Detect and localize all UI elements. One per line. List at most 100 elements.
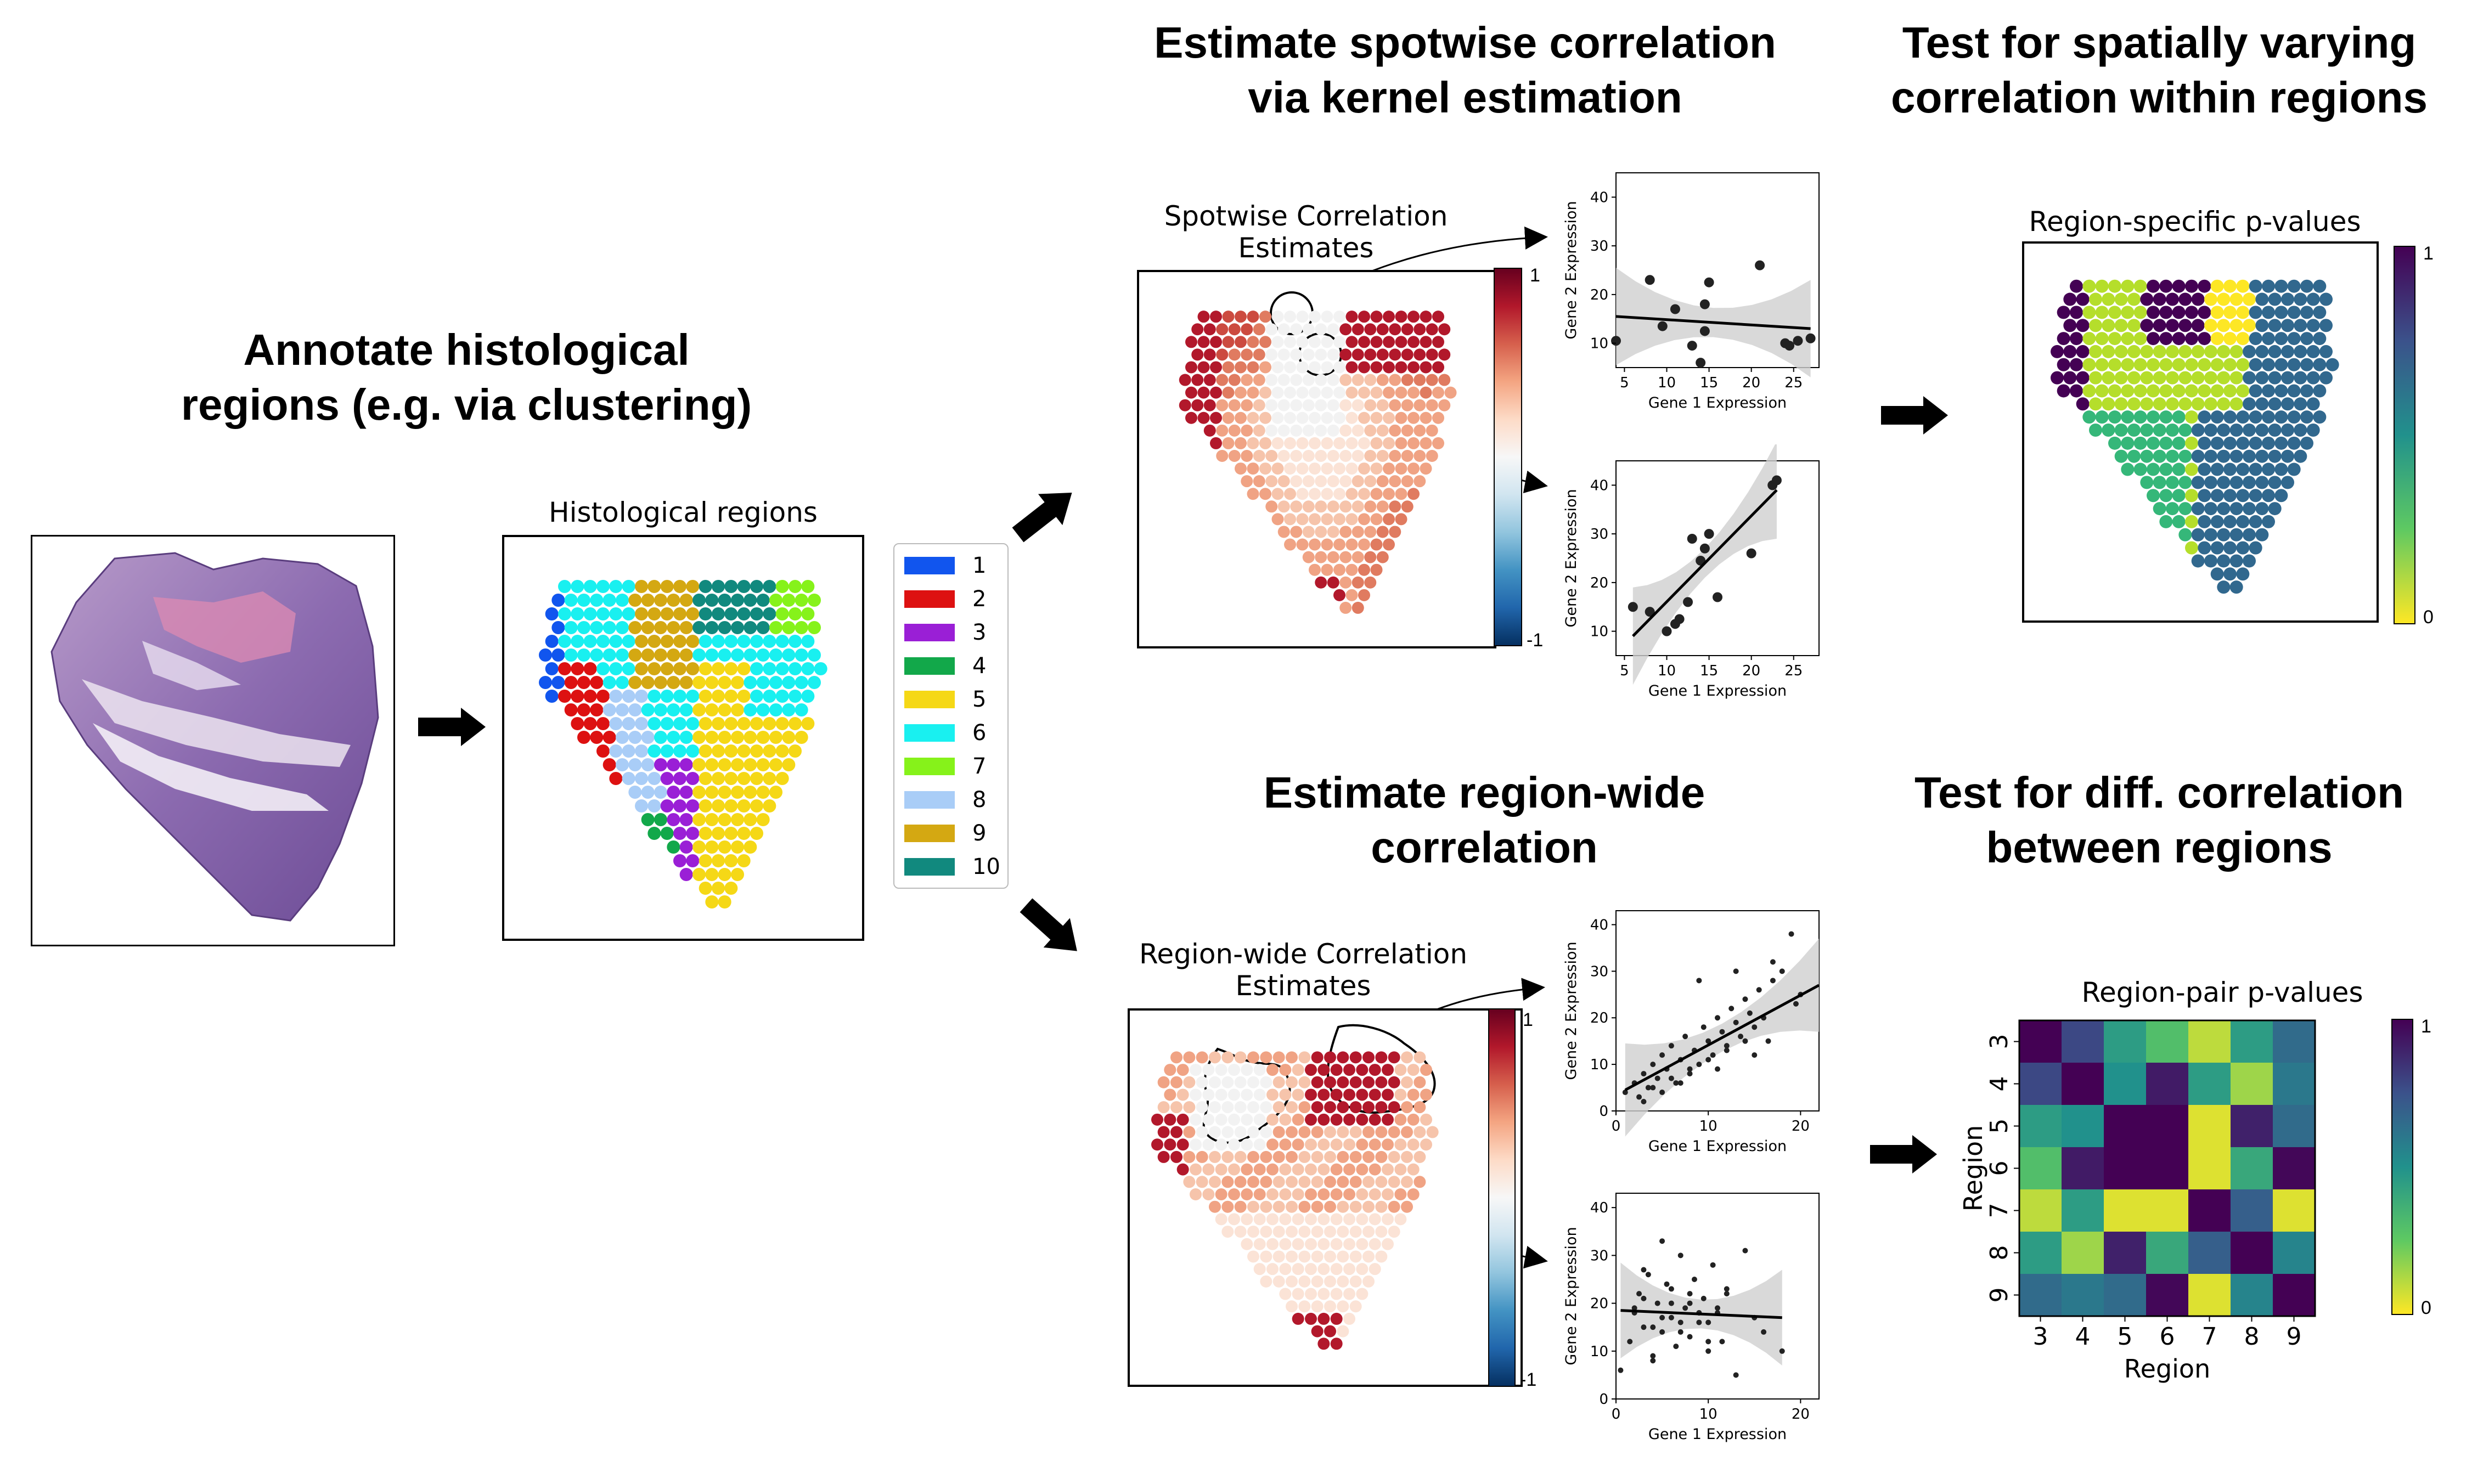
tissue-spot — [1315, 551, 1327, 563]
tissue-spot — [2274, 306, 2288, 319]
tissue-spot — [1414, 1051, 1426, 1064]
scatter-point — [1699, 326, 1710, 336]
tissue-spot — [2114, 345, 2128, 358]
y-tick-label: 6 — [1985, 1161, 2013, 1176]
tissue-spot — [2108, 279, 2121, 293]
tissue-spot — [1358, 386, 1370, 399]
tissue-spot — [1298, 1126, 1311, 1138]
tissue-spot — [1296, 361, 1309, 374]
tissue-spot — [2249, 462, 2262, 476]
tissue-spot — [1215, 1088, 1227, 1101]
tissue-spot — [2243, 319, 2256, 332]
tissue-spot — [2217, 554, 2231, 568]
tissue-spot — [763, 662, 776, 675]
tissue-spot — [2223, 436, 2237, 450]
tissue-spot — [1414, 323, 1426, 336]
tissue-spot — [1164, 1064, 1176, 1076]
tissue-spot — [1279, 1263, 1292, 1276]
scatter-point — [1659, 1090, 1665, 1096]
tissue-spot — [673, 690, 686, 703]
tissue-spot — [1388, 1150, 1400, 1163]
tissue-spot — [1202, 1163, 1215, 1176]
tissue-spot — [1191, 399, 1204, 411]
tissue-spot — [1407, 361, 1420, 374]
tissue-spot — [1216, 450, 1229, 462]
tissue-spot — [2070, 279, 2083, 293]
tissue-spot — [2070, 358, 2083, 371]
tissue-spot — [2198, 384, 2211, 398]
tissue-spot — [2287, 462, 2301, 476]
tissue-spot — [2121, 462, 2135, 476]
fit-line — [1615, 315, 1811, 330]
tissue-spot — [1317, 1138, 1330, 1151]
tissue-spot — [647, 799, 661, 812]
tissue-spot — [2223, 384, 2237, 398]
tissue-spot — [641, 594, 655, 607]
tissue-spot — [2204, 397, 2217, 411]
tissue-spot — [628, 676, 642, 689]
tissue-spot — [2300, 306, 2313, 319]
legend-swatch — [904, 757, 955, 775]
tissue-spot — [2229, 554, 2243, 568]
tissue-spot — [660, 744, 674, 758]
tissue-spot — [1215, 1064, 1227, 1076]
tissue-spot — [1349, 1176, 1362, 1188]
tissue-spot — [628, 621, 642, 634]
tissue-spot — [1210, 437, 1222, 449]
tissue-spot — [1241, 1238, 1253, 1250]
tissue-spot — [1311, 1150, 1324, 1163]
tissue-spot — [750, 580, 763, 593]
tissue-spot — [1170, 1150, 1182, 1163]
tissue-spot — [602, 758, 616, 771]
tissue-spot — [1356, 1113, 1369, 1126]
tissue-spot — [667, 594, 680, 607]
scatter-point — [1641, 1324, 1647, 1330]
tissue-spot — [750, 799, 763, 812]
tissue-spot — [1203, 323, 1216, 336]
tissue-spot — [1247, 1200, 1259, 1213]
tissue-spot — [1401, 1051, 1413, 1064]
scatter-point — [1793, 1001, 1799, 1007]
tissue-spot — [564, 703, 578, 716]
tissue-spot — [2217, 424, 2231, 437]
tissue-spot — [2159, 306, 2173, 319]
tissue-spot — [1369, 1113, 1381, 1126]
tissue-spot — [673, 827, 686, 840]
tissue-spot — [1339, 374, 1352, 386]
tissue-spot — [686, 827, 700, 840]
tissue-spot — [1286, 1250, 1298, 1263]
tissue-spot — [2133, 384, 2147, 398]
tissue-spot — [686, 772, 700, 785]
tissue-spot — [1333, 488, 1345, 500]
tissue-spot — [686, 744, 700, 758]
scatter-point — [1742, 1248, 1748, 1254]
tissue-spot — [647, 690, 661, 703]
tissue-spot — [1345, 538, 1358, 551]
tissue-spot — [1260, 1200, 1272, 1213]
tissue-spot — [1349, 1051, 1362, 1064]
legend-item: 6 — [904, 716, 1000, 749]
tissue-spot — [1309, 563, 1321, 576]
tissue-spot — [1315, 374, 1327, 386]
tissue-spot — [2114, 424, 2128, 437]
tissue-spot — [1309, 462, 1321, 475]
tissue-spot — [622, 690, 635, 703]
heatmap-cell — [2231, 1020, 2273, 1063]
scatter-point — [1747, 1010, 1753, 1016]
heatmap-cell — [2188, 1232, 2231, 1274]
heatmap-cell — [2019, 1020, 2062, 1063]
tissue-spot — [2153, 397, 2166, 411]
tissue-spot — [763, 635, 776, 648]
tissue-spot — [1420, 462, 1432, 475]
tissue-spot — [2294, 424, 2307, 437]
tissue-spot — [622, 662, 635, 675]
tissue-spot — [2140, 424, 2154, 437]
tissue-spot — [1260, 1226, 1272, 1238]
scatter-point — [1682, 1305, 1688, 1311]
tissue-spot — [2262, 436, 2275, 450]
tissue-spot — [1401, 1126, 1413, 1138]
tissue-spot — [1375, 1200, 1388, 1213]
tissue-spot — [1284, 411, 1296, 424]
legend-swatch — [904, 824, 955, 842]
